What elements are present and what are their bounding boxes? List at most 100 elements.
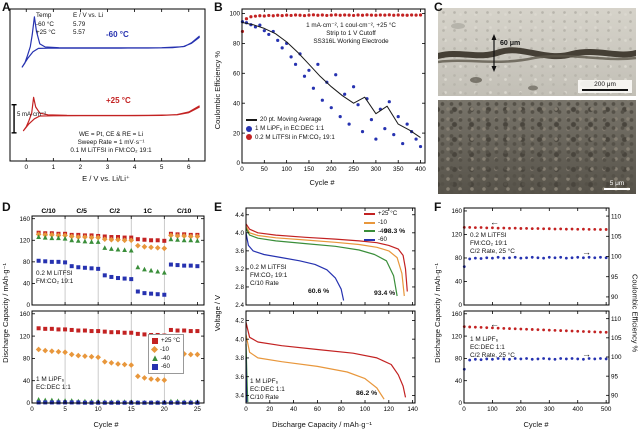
scale-bar-5um: 5 μm	[604, 180, 630, 190]
legend-item: -10	[364, 219, 397, 227]
label-line: C/10 Rate	[250, 394, 279, 401]
svg-text:50: 50	[261, 166, 269, 173]
svg-text:110: 110	[611, 316, 622, 323]
discharge-curves-fm: 2.4 2.8 3.2 3.6 4.0 4.4	[235, 207, 416, 308]
svg-text:0: 0	[26, 400, 30, 407]
legend-item: -60	[152, 363, 180, 371]
svg-text:20: 20	[161, 406, 169, 413]
svg-text:0: 0	[236, 160, 240, 167]
svg-text:80: 80	[233, 41, 241, 48]
label-line: 1 M LiPF₆	[36, 376, 65, 383]
square-swatch	[152, 364, 158, 371]
svg-text:15: 15	[128, 406, 136, 413]
x-axis-label: Discharge Capacity / mAh·g⁻¹	[272, 420, 372, 429]
square-swatch	[152, 337, 158, 344]
svg-text:90: 90	[611, 393, 619, 400]
line-swatch	[364, 230, 375, 233]
table-header-voltage: E / V vs. Li	[73, 12, 104, 19]
cycling-chart-ecdec: 0 100 200 300 400 500 0 40 80 120 160 90 95 100 105 110	[451, 310, 622, 413]
x-axis-label: Cycle #	[523, 420, 549, 429]
svg-text:105: 105	[611, 233, 622, 240]
y-axis-label: Discharge Capacity / mAh·g⁻¹	[0, 263, 10, 363]
x-axis-label: E / V vs. Li/Li⁺	[82, 174, 130, 183]
svg-text:20: 20	[266, 406, 274, 413]
svg-text:40: 40	[455, 279, 463, 286]
sem-image-top: 60 μm 200 μm	[438, 8, 636, 96]
y-axis-label-right: Coulombic Efficiency %	[630, 273, 640, 353]
left-axis-arrow: ←	[490, 319, 499, 329]
legend-label: -60	[161, 363, 170, 371]
svg-text:120: 120	[384, 406, 395, 413]
label-line: C/2 Rate, 25 °C	[470, 352, 515, 359]
svg-text:160: 160	[19, 216, 30, 223]
svg-text:120: 120	[451, 333, 462, 340]
label-line: FM:CO₂ 19:1	[470, 240, 508, 247]
svg-text:160: 160	[451, 208, 462, 215]
y-axis-label-wrap: Voltage / V	[212, 208, 222, 418]
svg-text:1: 1	[52, 164, 56, 171]
label-line: C/2 Rate, 25 °C	[470, 248, 515, 255]
svg-text:2.4: 2.4	[235, 302, 244, 308]
svg-text:200: 200	[516, 406, 527, 413]
cv-conditions-notes: WE = Pt, CE & RE = Li Sweep Rate = 1 mV·…	[26, 131, 196, 156]
scale-bar-line	[604, 188, 630, 190]
svg-text:300: 300	[371, 166, 382, 173]
legend-label: -10	[160, 345, 169, 353]
note-sweep-rate: Sweep Rate = 1 mV·s⁻¹	[77, 139, 145, 147]
panel-f: F Discharge Capacity / mAh·g⁻¹ Coulombic…	[432, 200, 640, 436]
svg-text:10: 10	[95, 406, 103, 413]
svg-text:3.6: 3.6	[235, 248, 244, 255]
svg-text:100: 100	[487, 406, 498, 413]
svg-text:0: 0	[24, 164, 28, 171]
svg-text:120: 120	[451, 232, 462, 239]
y-axis-label-left-wrap: Discharge Capacity / mAh·g⁻¹	[432, 208, 442, 418]
svg-text:4.0: 4.0	[235, 230, 244, 237]
retention-annotation-862: 86.2 %	[356, 390, 378, 397]
legend-label: -40	[161, 354, 170, 362]
legend-item: -40	[364, 228, 397, 236]
line-swatch	[364, 212, 375, 215]
svg-text:3.6: 3.6	[235, 374, 244, 381]
svg-text:0: 0	[458, 400, 462, 407]
svg-text:200: 200	[326, 166, 337, 173]
panel-e-letter: E	[214, 200, 223, 214]
svg-text:95: 95	[611, 274, 619, 281]
svg-text:1C: 1C	[143, 208, 152, 215]
efficiency-legend: 20 pt. Moving Average 1 M LiPF₆ in EC:DE…	[246, 116, 335, 141]
svg-text:3.2: 3.2	[235, 266, 244, 273]
svg-text:80: 80	[23, 259, 31, 266]
svg-text:40: 40	[23, 378, 31, 385]
x-axis-label: Cycle #	[309, 178, 335, 187]
legend-item: 20 pt. Moving Average	[246, 116, 335, 124]
svg-text:6: 6	[187, 164, 191, 171]
legend-label: +25 °C	[161, 337, 181, 344]
note-cutoff: Strip to 1 V Cutoff	[326, 30, 376, 38]
svg-text:100: 100	[229, 11, 240, 18]
svg-text:80: 80	[23, 356, 31, 363]
label-line: FM:CO₂ 19:1	[36, 278, 74, 285]
svg-text:60: 60	[314, 406, 322, 413]
label-line: C/10 Rate	[250, 280, 279, 287]
cv-voltage-table: Temp E / V vs. Li -60 °C 5.79 +25 °C 5.5…	[36, 12, 121, 38]
electrolyte-label-top: 0.2 M LiTFSI FM:CO₂ 19:1 C/2 Rate, 25 °C	[470, 232, 515, 256]
retention-annotation-606: 60.6 %	[308, 288, 330, 295]
right-axis-arrow: →	[582, 247, 591, 257]
retention-annotation-983: 98.3 %	[384, 228, 406, 235]
scale-bar-label: 5 μm	[609, 179, 625, 187]
legend-label: -10	[378, 218, 387, 226]
panel-d: D Discharge Capacity / mAh·g⁻¹ 0 40 80 120 1…	[0, 200, 212, 436]
note-electrolyte: 0.1 M LiTFSI in FM:CO₂ 19:1	[70, 147, 152, 155]
panel-c-letter: C	[434, 0, 443, 14]
label-line: 0.2 M LiTFSI	[470, 232, 507, 239]
table-cell: +25 °C	[36, 29, 56, 36]
y-axis-label-right-wrap: Coulombic Efficiency %	[630, 208, 640, 418]
svg-text:2: 2	[79, 164, 83, 171]
table-cell: -60 °C	[36, 20, 54, 28]
note-current: 1 mA·cm⁻², 1 coul·cm⁻², +25 °C	[306, 22, 396, 29]
electrolyte-label-bottom: 1 M LiPF₆ EC:DEC 1:1 C/2 Rate, 25 °C	[470, 336, 515, 360]
panel-d-letter: D	[2, 200, 11, 214]
y-axis-label-wrap: Coulombic Efficiency %	[212, 6, 222, 174]
svg-text:40: 40	[455, 378, 463, 385]
electrolyte-label-top: 0.2 M LiTFSI FM:CO₂ 19:1 C/10 Rate	[250, 264, 287, 288]
svg-text:105: 105	[611, 335, 622, 342]
